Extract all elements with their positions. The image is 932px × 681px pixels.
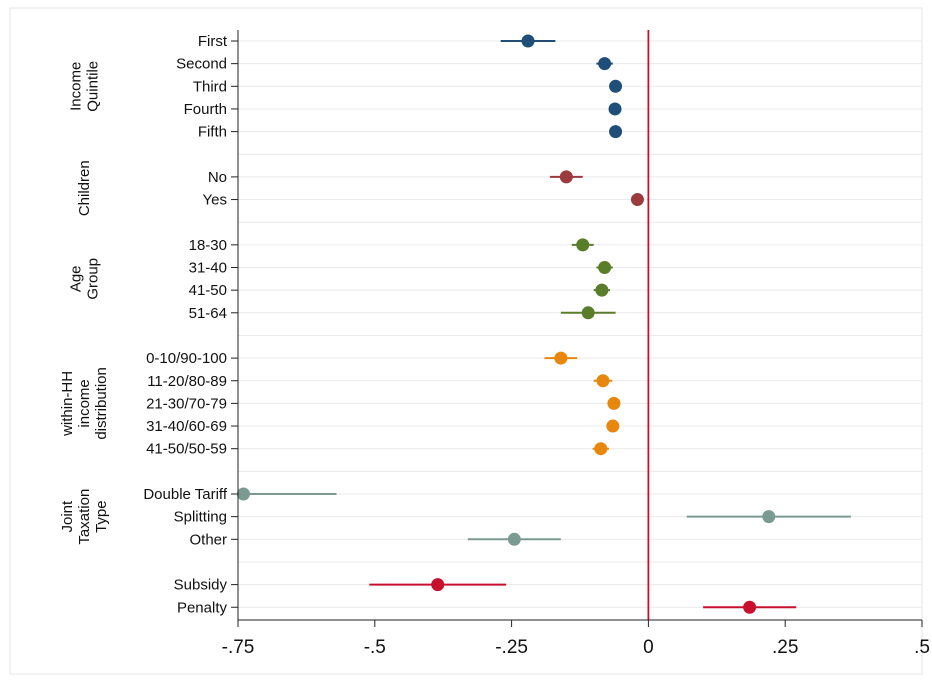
estimate-point xyxy=(594,442,608,456)
row-label: 51-64 xyxy=(189,305,227,322)
row-label: 41-50 xyxy=(189,282,227,299)
estimate-point xyxy=(236,487,250,501)
estimate-point xyxy=(431,578,445,592)
estimates xyxy=(236,34,851,614)
x-tick-label: -.25 xyxy=(495,637,528,658)
row-label: 41-50/50-59 xyxy=(146,441,227,458)
row-label: Fourth xyxy=(184,101,227,118)
row-label: 11-20/80-89 xyxy=(147,373,227,390)
group-label: Type xyxy=(93,500,110,533)
row-label: Penalty xyxy=(177,599,228,616)
estimate-point xyxy=(554,351,568,365)
estimate-point xyxy=(598,261,612,274)
row-label: 18-30 xyxy=(189,237,227,254)
estimate-point xyxy=(743,600,757,614)
x-tick-label: -.5 xyxy=(364,637,386,658)
x-tick-label: .5 xyxy=(914,637,930,658)
row-label: Third xyxy=(193,78,227,95)
row-label: 21-30/70-79 xyxy=(146,395,227,412)
estimate-point xyxy=(521,34,535,48)
row-label: 31-40/60-69 xyxy=(146,418,227,435)
group-label: Age xyxy=(68,265,85,292)
estimate-point xyxy=(606,419,620,433)
group-labels: Income Quintile Children Age Group within-HH i… xyxy=(59,61,110,545)
x-tick-label: .25 xyxy=(772,637,798,658)
row-label: Double Tariff xyxy=(143,486,227,503)
estimate-point xyxy=(596,374,610,388)
row-label: Subsidy xyxy=(174,577,228,594)
group-label: distribution xyxy=(93,367,110,440)
estimate-point xyxy=(609,125,623,139)
plot-outer-frame xyxy=(9,7,923,675)
x-tick-label: -.75 xyxy=(222,637,255,658)
x-tick-label: 0 xyxy=(643,637,654,658)
row-label: First xyxy=(198,33,228,50)
row-label: 31-40 xyxy=(189,260,227,277)
row-label: 0-10/90-100 xyxy=(146,350,227,367)
estimate-point xyxy=(581,306,595,320)
estimate-point xyxy=(576,238,590,252)
gridlines xyxy=(238,40,922,608)
group-label: within-HH xyxy=(59,371,76,437)
row-label: Fifth xyxy=(198,124,227,141)
group-label: Joint xyxy=(59,500,76,533)
row-label: Yes xyxy=(203,192,227,209)
estimate-point xyxy=(608,102,622,116)
axes: -.75 -.5 -.25 0 .25 .5 xyxy=(222,30,930,658)
estimate-point xyxy=(630,193,644,207)
row-labels: First Second Third Fourth Fifth No Yes 18-30 31-… xyxy=(143,33,227,616)
group-label: Children xyxy=(76,160,93,216)
group-label: Taxation xyxy=(76,489,93,545)
row-label: Second xyxy=(176,56,227,73)
estimate-point xyxy=(595,283,609,297)
row-label: Splitting xyxy=(174,509,227,526)
estimate-point xyxy=(559,170,573,184)
group-label: income xyxy=(76,379,93,427)
estimate-point xyxy=(609,79,623,93)
estimate-point xyxy=(762,510,776,524)
group-label: Quintile xyxy=(85,61,102,112)
estimate-point xyxy=(507,532,521,546)
row-label: Other xyxy=(189,531,227,548)
group-label: Group xyxy=(85,258,102,300)
row-label: No xyxy=(208,169,227,186)
estimate-point xyxy=(607,396,621,410)
estimate-point xyxy=(598,57,612,71)
group-label: Income xyxy=(68,62,85,111)
